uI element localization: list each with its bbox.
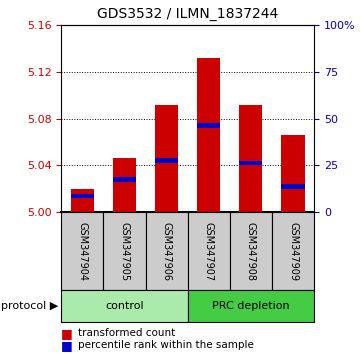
Text: GSM347904: GSM347904 <box>77 222 87 281</box>
Text: GSM347905: GSM347905 <box>119 222 130 281</box>
Text: transformed count: transformed count <box>78 329 175 338</box>
Text: ■: ■ <box>61 327 73 340</box>
Bar <box>71 194 94 198</box>
Bar <box>145 212 188 290</box>
Text: ■: ■ <box>61 339 73 352</box>
Text: GSM347907: GSM347907 <box>204 222 214 281</box>
Bar <box>61 212 104 290</box>
Bar <box>155 104 178 212</box>
Text: GSM347908: GSM347908 <box>246 222 256 281</box>
Bar <box>113 159 136 212</box>
Bar <box>239 161 262 165</box>
Text: protocol ▶: protocol ▶ <box>0 301 58 311</box>
Bar <box>197 58 220 212</box>
Bar <box>71 189 94 212</box>
Bar <box>61 290 188 322</box>
Text: PRC depletion: PRC depletion <box>212 301 290 311</box>
Bar <box>230 212 272 290</box>
Text: GSM347909: GSM347909 <box>288 222 298 281</box>
Bar <box>239 104 262 212</box>
Bar <box>282 135 305 212</box>
Text: control: control <box>105 301 144 311</box>
Bar <box>104 212 145 290</box>
Bar <box>155 159 178 163</box>
Text: percentile rank within the sample: percentile rank within the sample <box>78 340 253 350</box>
Bar <box>282 184 305 189</box>
Bar <box>272 212 314 290</box>
Title: GDS3532 / ILMN_1837244: GDS3532 / ILMN_1837244 <box>97 7 278 21</box>
Bar <box>113 177 136 182</box>
Bar <box>188 212 230 290</box>
Text: GSM347906: GSM347906 <box>162 222 172 281</box>
Bar <box>197 123 220 128</box>
Bar <box>188 290 314 322</box>
